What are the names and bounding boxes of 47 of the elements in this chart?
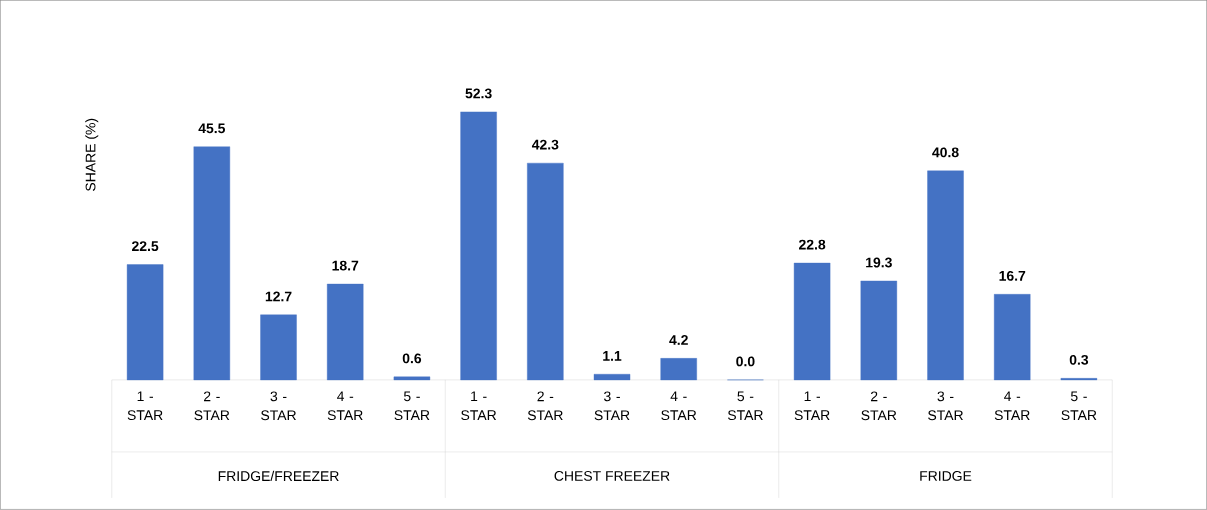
x-tick-label: 2 - STAR [527,391,563,421]
data-label: 52.3 [465,88,492,99]
x-tick-label: 5 - STAR [1061,391,1097,421]
x-tick-label: 3 - STAR [261,391,296,421]
bar [193,146,231,381]
bar [927,170,964,381]
data-label: 22.5 [132,241,159,252]
x-tick-label: 3 - STAR [594,391,630,421]
data-label: 18.7 [332,260,359,271]
text: CHEST FREEZER [554,471,670,482]
data-label: 0.6 [402,353,422,364]
bar [860,280,898,381]
x-tick-label: 1 - STAR [794,391,830,421]
data-label: 4.2 [669,335,688,345]
bar [527,163,564,381]
x-tick-label: 1 - STAR [127,391,163,421]
bar [460,111,497,381]
data-label: 19.3 [866,257,892,268]
bar [994,294,1031,381]
data-label: 12.7 [265,291,292,302]
x-tick-label: 5 - STAR [727,391,763,421]
text: FRIDGE [920,471,972,482]
y-axis-title: SHARE (%) [85,118,99,192]
bar [660,358,697,381]
x-tick-label: 2 - STAR [194,391,230,421]
text: FRIDGE/FREEZER [218,470,339,482]
bar [593,374,631,381]
x-tick-label: 3 - STAR [928,391,963,421]
data-label: 0.3 [1069,355,1089,365]
x-tick-label: 4 - STAR [661,391,697,421]
data-label: 45.5 [198,123,226,134]
data-label: 42.3 [531,139,559,150]
data-label: 0.0 [736,356,755,367]
data-label: 16.7 [999,271,1026,281]
bar [327,284,364,381]
data-label: 40.8 [932,147,959,158]
bar [260,314,297,381]
x-tick-label: 4 - STAR [994,391,1030,421]
x-tick-label: 1 - STAR [461,391,497,421]
x-tick-label: 2 - STAR [861,391,897,421]
bar [126,264,164,381]
bar [393,376,431,381]
data-label: 22.8 [799,239,826,250]
bar [793,263,831,381]
x-tick-label: 5 - STAR [394,391,430,421]
data-label: 1.1 [603,351,622,361]
x-tick-label: 4 - STAR [327,391,363,421]
